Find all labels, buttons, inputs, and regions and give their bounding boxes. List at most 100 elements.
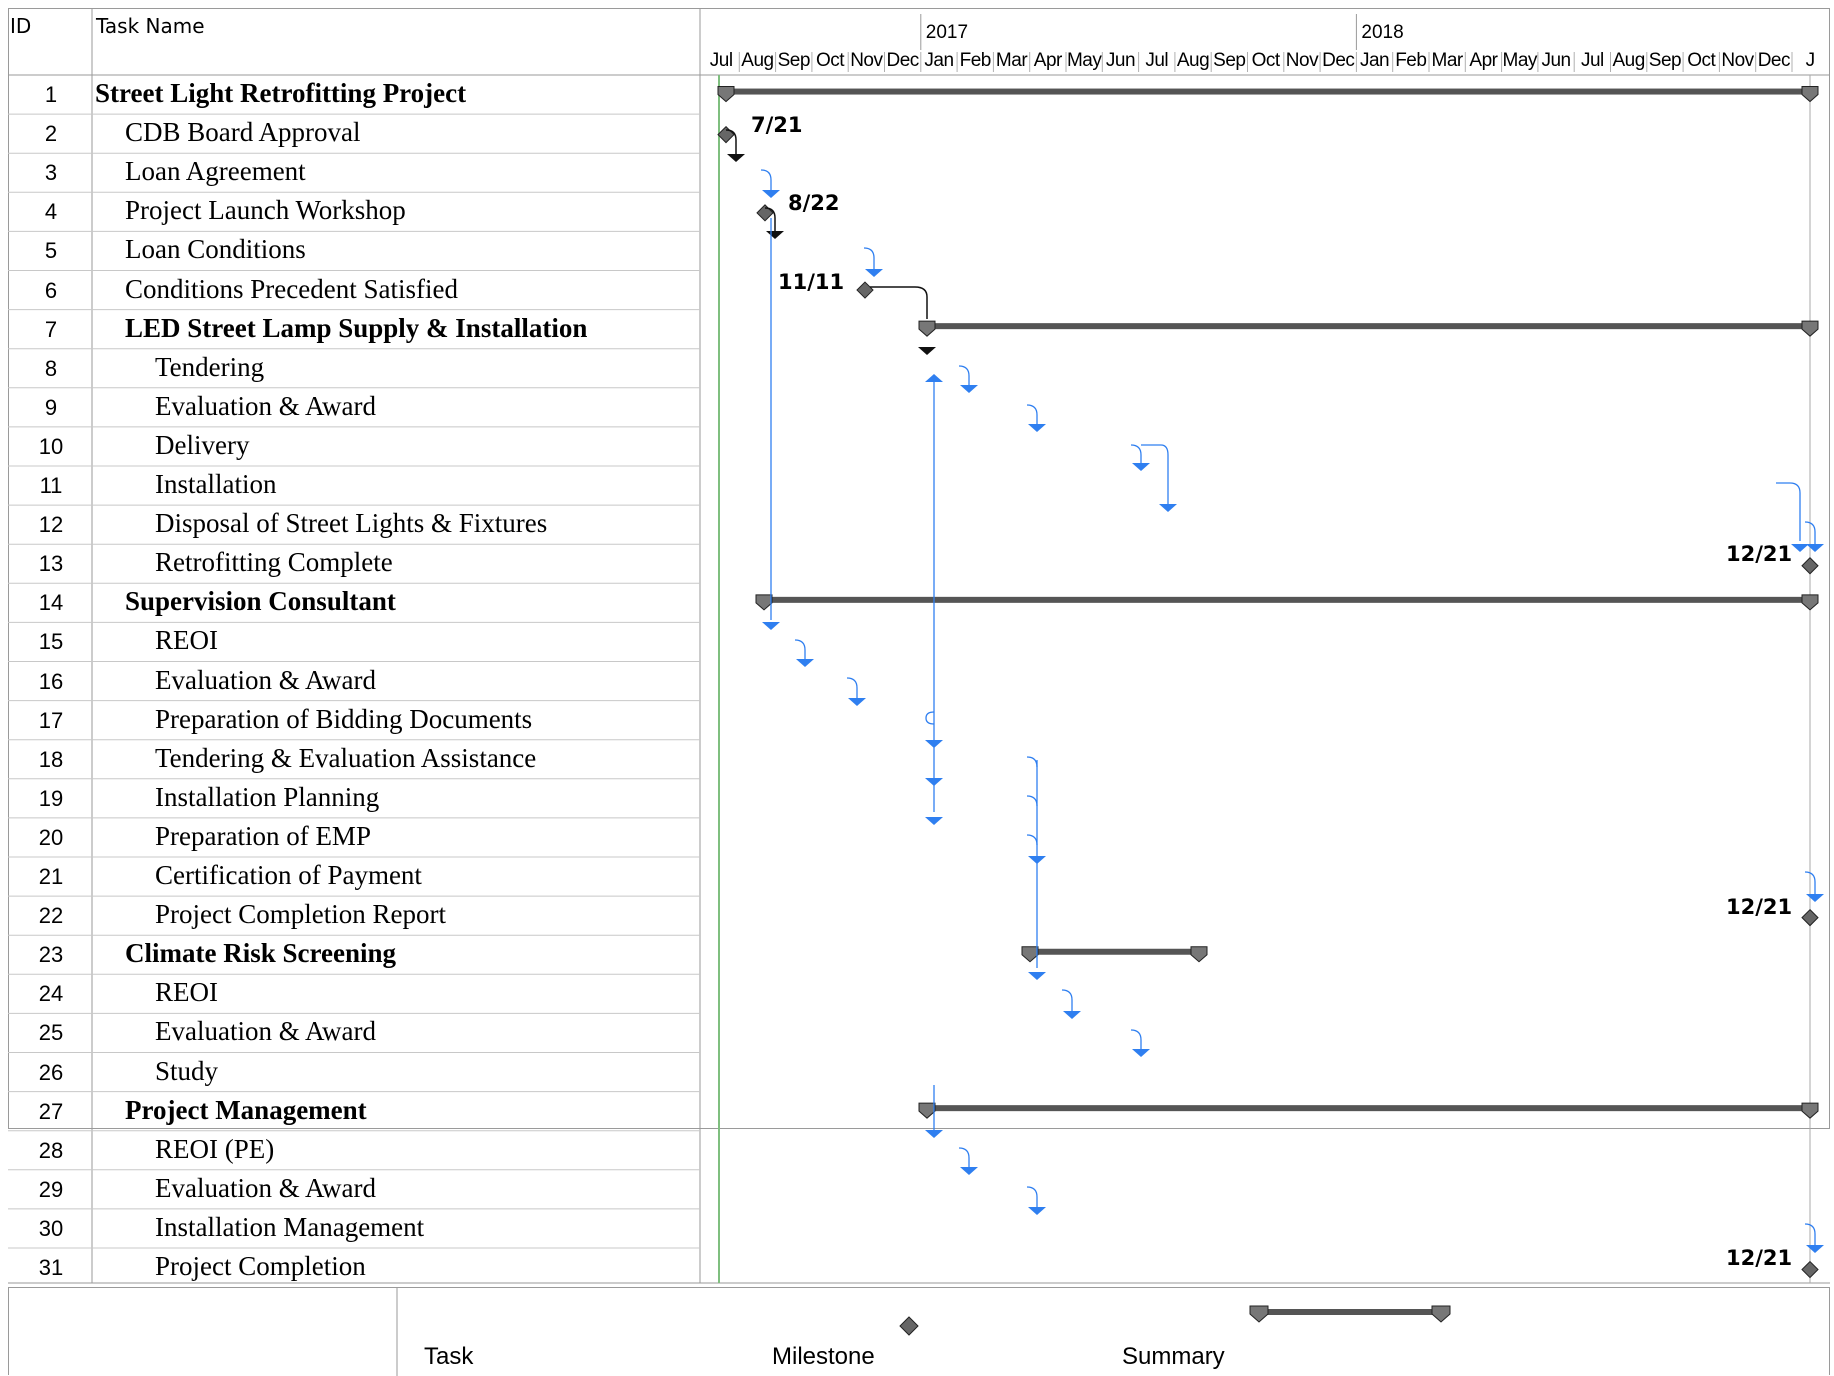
task-name-cell[interactable]: Preparation of EMP	[155, 820, 371, 851]
link-21-22	[1804, 871, 1816, 898]
task-name-cell[interactable]: Installation	[155, 469, 277, 499]
summary-bar-supervision-consultant-start-cap	[755, 594, 773, 611]
task-name-cell[interactable]: Installation Planning	[155, 781, 380, 812]
link-28-29	[958, 1147, 970, 1171]
task-id-cell[interactable]: 4	[44, 199, 58, 225]
task-id-cell[interactable]: 6	[44, 277, 58, 303]
task-id-cell[interactable]: 23	[38, 942, 64, 968]
task-name-cell[interactable]: Tendering	[155, 351, 265, 382]
task-name-cell[interactable]: Conditions Precedent Satisfied	[125, 273, 458, 304]
gantt-frame	[8, 8, 1830, 1129]
task-name-cell[interactable]: REOI	[155, 977, 218, 1008]
link-21-arrow	[1028, 856, 1046, 864]
legend-summary-label: Summary	[1122, 1343, 1225, 1370]
link-30-31-arrow	[1806, 1245, 1824, 1253]
task-id-cell[interactable]: 17	[38, 707, 64, 733]
task-id-cell[interactable]: 9	[44, 394, 58, 420]
task-id-cell[interactable]: 31	[38, 1255, 64, 1280]
task-name-cell[interactable]: Installation Management	[155, 1211, 425, 1242]
timescale-month: Nov	[1285, 50, 1319, 71]
task-id-cell[interactable]: 27	[38, 1098, 64, 1124]
task-id-cell[interactable]: 10	[38, 433, 64, 459]
link-arrow	[766, 231, 784, 239]
timescale-month: Mar	[1431, 50, 1464, 71]
link-16-17	[846, 677, 858, 702]
id-column-header[interactable]: ID	[10, 14, 32, 38]
link-25-26-arrow	[1132, 1049, 1150, 1057]
task-name-cell[interactable]: Delivery	[155, 429, 250, 460]
task-id-cell[interactable]: 14	[38, 590, 64, 616]
legend: Task Milestone Summary	[8, 1287, 1830, 1376]
timescale-month: Apr	[1469, 50, 1498, 71]
summary-bar-street-light-retrofitting	[726, 88, 1810, 95]
task-id-cell[interactable]: 11	[39, 473, 63, 498]
task-id-cell[interactable]: 1	[44, 82, 58, 107]
timescale-year: 2017	[925, 22, 969, 43]
task-name-cell[interactable]: Certification of Payment	[155, 860, 422, 890]
task-id-cell[interactable]: 20	[38, 824, 64, 850]
task-name-cell[interactable]: REOI	[155, 625, 218, 656]
milestone-diamond	[1801, 557, 1819, 575]
task-id-cell[interactable]: 24	[38, 981, 64, 1007]
task-name-cell[interactable]: Preparation of Bidding Documents	[155, 703, 533, 734]
task-name-cell[interactable]: Evaluation & Award	[155, 390, 376, 421]
link-29-30	[1026, 1186, 1038, 1211]
task-id-cell[interactable]: 18	[38, 746, 64, 772]
legend-task-label: Task	[424, 1343, 474, 1370]
summary-task-name[interactable]: Street Light Retrofitting Project	[95, 78, 467, 108]
summary-bar-supervision-consultant	[764, 596, 1810, 603]
task-name-cell[interactable]: Evaluation & Award	[155, 1016, 376, 1047]
summary-task-name[interactable]: Project Management	[125, 1094, 367, 1125]
timescale-month: Oct	[1251, 50, 1281, 71]
legend-milestone-symbol	[899, 1316, 919, 1336]
task-id-cell[interactable]: 8	[44, 355, 58, 381]
task-name-cell[interactable]: Evaluation & Award	[155, 664, 376, 695]
summary-bar-climate-risk-screening-start-cap	[1021, 946, 1039, 963]
link-15-16	[794, 639, 806, 663]
summary-task-name[interactable]: LED Street Lamp Supply & Installation	[125, 312, 588, 343]
task-name-cell[interactable]: Disposal of Street Lights & Fixtures	[155, 508, 548, 539]
task-id-cell[interactable]: 30	[38, 1215, 64, 1241]
task-name-column-header[interactable]: Task Name	[96, 14, 205, 38]
task-id-cell[interactable]: 2	[44, 121, 58, 147]
task-id-cell[interactable]: 25	[38, 1020, 64, 1046]
summary-bar-climate-risk-screening-end-cap	[1190, 946, 1208, 963]
milestone-diamond	[856, 281, 874, 299]
task-name-cell[interactable]: CDB Board Approval	[125, 117, 361, 148]
task-id-cell[interactable]: 22	[38, 903, 64, 929]
task-name-cell[interactable]: Retrofitting Complete	[155, 547, 393, 578]
link-12-13	[1804, 521, 1816, 548]
task-id-cell[interactable]: 5	[44, 238, 58, 264]
link-29-30-arrow	[1028, 1207, 1046, 1215]
task-name-cell[interactable]: Tendering & Evaluation Assistance	[155, 742, 537, 773]
link-5-6	[863, 247, 875, 273]
timescale-month: Jan	[1359, 50, 1390, 71]
task-id-cell[interactable]: 7	[44, 316, 58, 342]
task-name-cell[interactable]: Project Launch Workshop	[125, 195, 406, 226]
timescale-month: Sep	[777, 50, 811, 71]
timescale-month: Sep	[1648, 50, 1682, 71]
task-id-cell[interactable]: 26	[38, 1059, 64, 1085]
summary-bar-led-supply-installation	[927, 323, 1810, 330]
task-name-cell[interactable]: Study	[155, 1055, 219, 1086]
task-name-cell[interactable]: Project Completion	[155, 1251, 366, 1281]
summary-task-name[interactable]: Climate Risk Screening	[125, 938, 396, 969]
timescale-month: May	[1502, 50, 1538, 71]
task-name-cell[interactable]: Evaluation & Award	[155, 1172, 376, 1203]
task-name-cell[interactable]: Loan Conditions	[125, 234, 306, 265]
task-name-cell[interactable]: Loan Agreement	[125, 156, 306, 187]
task-id-cell[interactable]: 15	[38, 629, 64, 655]
task-id-cell[interactable]: 3	[44, 160, 58, 186]
task-id-cell[interactable]: 12	[38, 512, 64, 538]
task-id-cell[interactable]: 19	[38, 785, 64, 811]
task-id-cell[interactable]: 21	[38, 864, 64, 889]
summary-task-name[interactable]: Supervision Consultant	[125, 586, 396, 617]
task-id-cell[interactable]: 28	[38, 1137, 64, 1163]
task-name-cell[interactable]: Project Completion Report	[155, 899, 446, 930]
link-16-17-arrow	[848, 698, 866, 706]
task-id-cell[interactable]: 13	[38, 551, 64, 577]
task-id-cell[interactable]: 29	[38, 1176, 64, 1202]
task-id-cell[interactable]: 16	[38, 668, 64, 694]
task-name-cell[interactable]: REOI (PE)	[155, 1133, 275, 1164]
link-21-22-arrow	[1806, 894, 1824, 902]
